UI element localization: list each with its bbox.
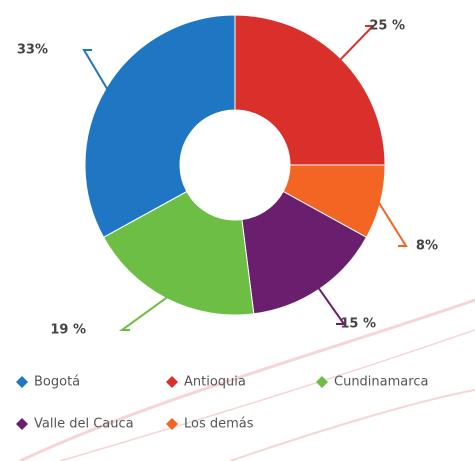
slice bbox=[84, 14, 236, 238]
slice bbox=[102, 190, 255, 316]
legend: Antioquia Los demás Valle del Cauca Cundina… bbox=[16, 375, 428, 432]
swoosh bbox=[229, 389, 475, 461]
legend-marker bbox=[16, 418, 28, 430]
leader-line bbox=[82, 49, 109, 91]
leader-line bbox=[338, 25, 376, 62]
leader-line bbox=[118, 296, 169, 331]
data-label: 15 % bbox=[340, 317, 376, 332]
legend-label: Cundinamarca bbox=[334, 375, 428, 390]
legend-label: Los demás bbox=[184, 417, 254, 432]
background-swoosh bbox=[19, 298, 475, 461]
data-label: 8% bbox=[416, 239, 438, 254]
legend-marker bbox=[316, 376, 328, 388]
legend-label: Antioquia bbox=[184, 375, 246, 390]
swoosh bbox=[59, 329, 475, 461]
legend-marker bbox=[166, 376, 178, 388]
leader-line bbox=[317, 286, 346, 325]
leader-line bbox=[377, 201, 408, 247]
legend-label: Valle del Cauca bbox=[34, 417, 134, 432]
donut: 25 % 8% 15 % 19 % 33% bbox=[17, 14, 438, 338]
swoosh bbox=[19, 298, 475, 461]
legend-marker bbox=[16, 376, 28, 388]
data-label: 25 % bbox=[369, 19, 405, 34]
slice bbox=[234, 14, 386, 166]
legend-label: Bogotá bbox=[34, 375, 80, 390]
legend-marker bbox=[166, 418, 178, 430]
data-label: 19 % bbox=[50, 323, 86, 338]
data-label: 33% bbox=[17, 43, 48, 58]
slice bbox=[241, 190, 368, 315]
